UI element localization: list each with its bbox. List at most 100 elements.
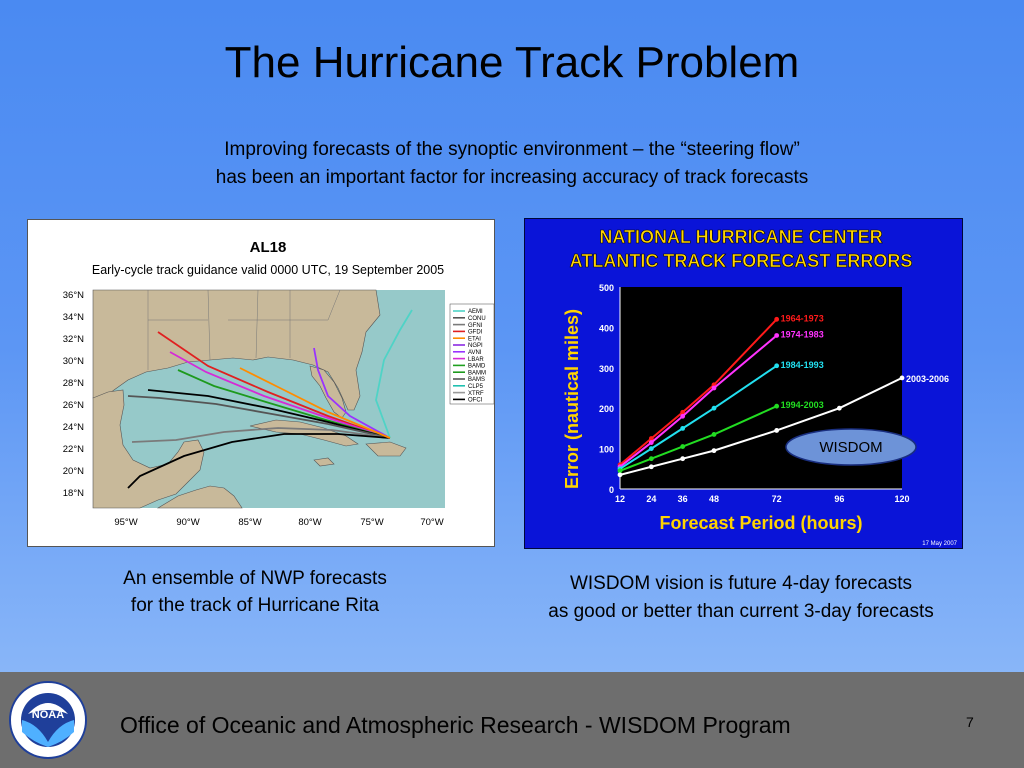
slide-subtitle: Improving forecasts of the synoptic envi… [0,136,1024,192]
series-label: 1974-1983 [781,329,824,339]
lat-label: 18°N [63,488,84,499]
lon-label: 75°W [360,517,383,528]
subtitle-line-1: Improving forecasts of the synoptic envi… [224,139,800,160]
y-tick-label: 200 [599,404,614,414]
legend-label: BAMD [468,364,486,370]
track-error-chart: NATIONAL HURRICANE CENTER ATLANTIC TRACK… [524,218,963,549]
wisdom-label: WISDOM [819,439,882,456]
x-tick-label: 12 [615,494,625,504]
legend-label: LBAR [468,357,484,363]
track-gfni [131,427,391,443]
legend-label: CONU [468,316,486,322]
data-point [648,446,654,451]
data-point [899,375,905,381]
legend-label: XTRF [468,391,484,397]
data-point [648,456,654,462]
track-clp5 [375,309,413,439]
page-number: 7 [966,714,974,730]
footer-bar: NOAA Office of Oceanic and Atmospheric R… [0,672,1024,768]
data-point [711,432,717,437]
caption-right: WISDOM vision is future 4-day forecasts … [496,570,986,626]
legend-label: GFNI [468,323,483,329]
data-point [648,436,654,441]
series-label: 1964-1973 [781,313,824,323]
y-tick-label: 300 [599,364,614,374]
caption-left: An ensemble of NWP forecasts for the tra… [60,565,450,619]
x-tick-labels: 12 24 36 48 72 96 120 [615,494,910,504]
caption-right-line-1: WISDOM vision is future 4-day forecasts [569,573,913,594]
jamaica-landmass [313,457,335,467]
legend-label: CLP5 [468,384,484,390]
lat-label: 30°N [63,356,84,367]
lat-label: 22°N [63,444,84,455]
legend-label: AVNI [468,350,482,356]
x-tick-label: 96 [834,494,844,504]
data-point [617,472,623,478]
track-gfdi [157,331,391,439]
state-borders [147,289,341,370]
wisdom-ellipse [785,428,917,466]
data-point [774,316,780,322]
track-bams [127,433,391,489]
data-point [711,405,717,411]
lat-label: 26°N [63,400,84,411]
map-title: AL18 [250,239,287,256]
legend-box [449,303,494,405]
lat-label: 32°N [63,334,84,345]
hispaniola-landmass [365,441,407,457]
data-point [680,409,686,415]
y-tick-labels: 0 100 200 300 400 500 [599,283,614,495]
data-point [836,405,842,411]
caption-left-line-1: An ensemble of NWP forecasts [123,568,387,589]
lon-axis-labels: 95°W 90°W 85°W 80°W 75°W 70°W [114,517,443,528]
chart-title-line-1: NATIONAL HURRICANE CENTER [599,227,882,247]
caption-right-line-2: as good or better than current 3-day for… [548,601,934,622]
data-point [711,385,717,391]
legend-label: OFCI [468,398,483,404]
data-point [711,448,717,454]
data-point [648,464,654,470]
track-conu [127,395,391,439]
lon-label: 80°W [298,517,321,528]
data-point [680,413,686,419]
data-point [774,363,780,369]
track-etai [239,367,391,439]
lat-axis-labels: 36°N 34°N 32°N 30°N 28°N 26°N 24°N 22°N … [63,290,84,499]
legend-label: ETAI [468,336,481,342]
track-guidance-map: AL18 Early-cycle track guidance valid 00… [27,219,495,547]
map-legend: AEMICONUGFNIGFDIETAINGPIAVNILBARBAMDBAMM… [449,303,494,405]
legend-label: BAMM [468,370,486,376]
logo-text: NOAA [32,709,64,721]
y-tick-label: 400 [599,323,614,333]
lon-label: 85°W [238,517,261,528]
x-tick-label: 24 [646,494,656,504]
track-bamm [177,369,391,439]
x-tick-label: 72 [772,494,782,504]
series-label: 1994-2003 [781,400,824,410]
lat-label: 34°N [63,312,84,323]
series-labels: 1964-1973 1974-1983 1984-1993 1994-2003 2003… [781,313,949,410]
map-svg: AL18 Early-cycle track guidance valid 00… [63,239,494,528]
data-point [774,403,780,409]
y-tick-label: 100 [599,445,614,455]
track-ofci [147,389,391,439]
caption-left-line-2: for the track of Hurricane Rita [130,595,380,616]
legend-label: AEMI [468,309,483,315]
data-point [774,428,780,433]
series-lines [617,316,905,478]
x-tick-label: 36 [678,494,688,504]
data-point [680,426,686,431]
x-tick-label: 120 [894,494,909,504]
y-axis-label: Error (nautical miles) [562,309,582,489]
track-lbar [169,351,391,439]
model-tracks [127,309,413,489]
central-america-landmass [156,485,243,509]
chart-title-line-2: ATLANTIC TRACK FORECAST ERRORS [570,251,913,271]
lon-label: 70°W [420,517,443,528]
slide-title: The Hurricane Track Problem [224,38,800,87]
lat-label: 20°N [63,466,84,477]
chart-svg: NATIONAL HURRICANE CENTER ATLANTIC TRACK… [562,227,958,547]
footer-text: Office of Oceanic and Atmospheric Resear… [120,712,791,738]
y-tick-label: 500 [599,283,614,293]
series-label: 1984-1993 [781,360,824,370]
